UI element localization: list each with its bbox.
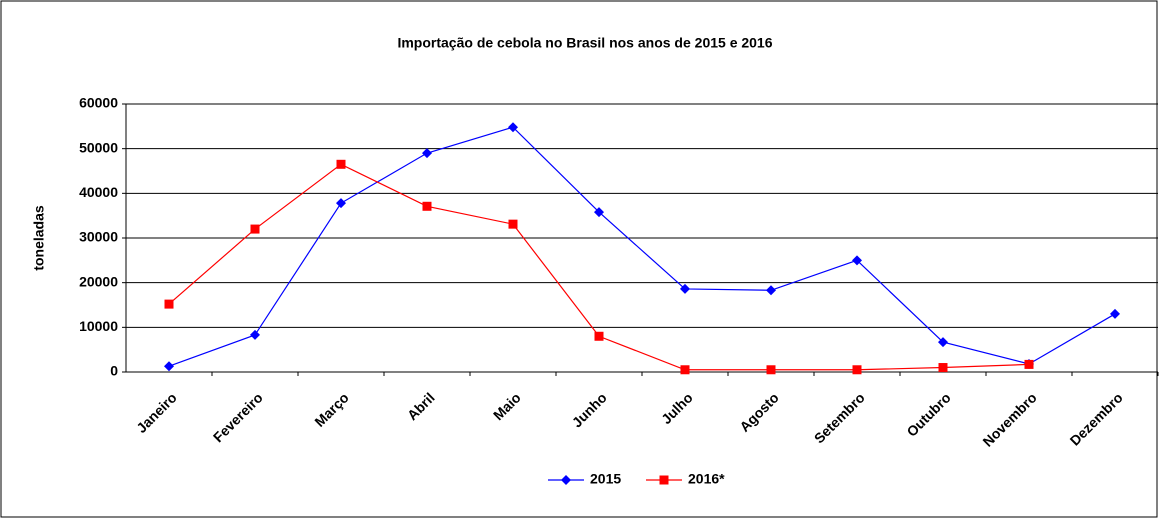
y-tick-label: 50000 — [79, 139, 118, 155]
data-point — [766, 285, 776, 296]
legend-marker — [659, 475, 669, 485]
y-tick-label: 0 — [110, 363, 118, 379]
data-point — [852, 365, 862, 375]
y-tick-label: 10000 — [79, 318, 118, 334]
data-point — [594, 331, 604, 341]
data-point — [1110, 308, 1120, 319]
chart-title: Importação de cebola no Brasil nos anos … — [397, 35, 772, 51]
legend-label: 2016* — [688, 471, 725, 487]
data-point — [852, 255, 862, 266]
data-point — [1024, 359, 1034, 369]
data-point — [250, 329, 260, 340]
data-point — [336, 159, 346, 169]
data-point — [938, 363, 948, 373]
y-tick-label: 30000 — [79, 229, 118, 245]
data-point — [336, 198, 346, 209]
data-point — [164, 361, 174, 372]
data-point — [766, 365, 776, 375]
y-tick-label: 60000 — [79, 95, 118, 111]
legend-label: 2015 — [590, 471, 621, 487]
data-point — [422, 201, 432, 211]
data-point — [680, 365, 690, 375]
data-point — [508, 122, 518, 133]
legend-marker — [561, 475, 571, 485]
data-point — [680, 283, 690, 294]
data-point — [422, 148, 432, 159]
data-point — [250, 224, 260, 234]
y-axis-label: toneladas — [31, 205, 47, 271]
data-point — [164, 299, 174, 309]
data-point — [938, 337, 948, 348]
y-tick-label: 40000 — [79, 184, 118, 200]
data-point — [508, 219, 518, 229]
series-line — [168, 126, 1116, 367]
y-tick-label: 20000 — [79, 273, 118, 289]
data-point — [594, 207, 604, 218]
